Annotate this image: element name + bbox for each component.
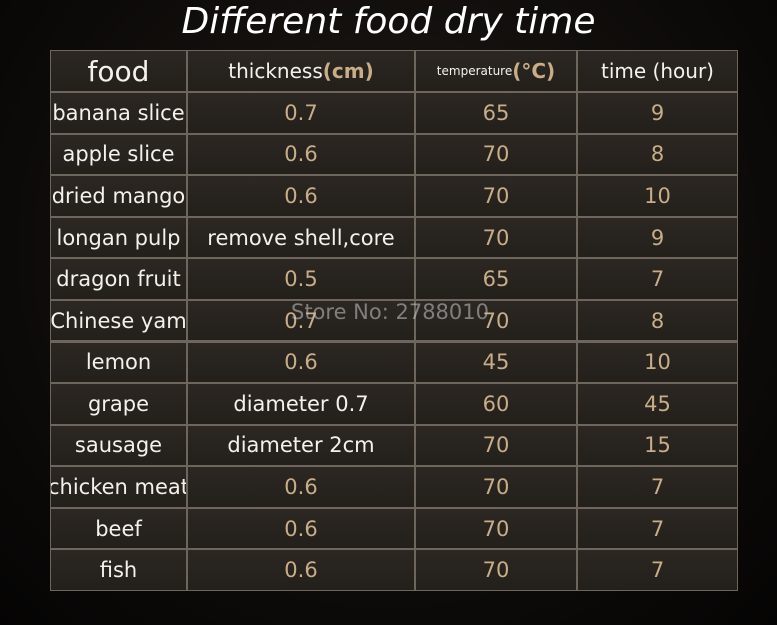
table-cell: sausage bbox=[51, 425, 186, 466]
table-cell: beef bbox=[51, 508, 186, 549]
header-cell: thickness (cm) bbox=[188, 51, 414, 91]
table-cell: 10 bbox=[578, 176, 737, 216]
table-cell: 0.6 bbox=[188, 176, 414, 216]
table-cell: grape bbox=[51, 384, 186, 424]
header-cell: food bbox=[51, 51, 186, 91]
title: Different food dry time bbox=[181, 1, 596, 42]
table-cell: apple slice bbox=[51, 134, 186, 175]
header-cell: temperature (°C) bbox=[416, 51, 576, 91]
table-cell: 0.6 bbox=[188, 342, 414, 383]
table-cell: 7 bbox=[578, 259, 737, 299]
header-text: thickness bbox=[228, 59, 323, 83]
watermark: Store No: 2788010 bbox=[290, 300, 489, 324]
table-cell: 0.5 bbox=[188, 259, 414, 299]
table-cell: longan pulp bbox=[51, 217, 186, 258]
table-cell: 65 bbox=[416, 93, 576, 133]
header-text: temperature bbox=[436, 64, 513, 78]
table-cell: lemon bbox=[51, 342, 186, 383]
header-text: (°C) bbox=[512, 59, 556, 83]
header-text: food bbox=[87, 54, 150, 88]
table-cell: diameter 0.7 bbox=[188, 384, 414, 424]
table-cell: 70 bbox=[416, 425, 576, 466]
table-cell: 70 bbox=[416, 134, 576, 175]
table-cell: 8 bbox=[578, 134, 737, 175]
table-cell: 7 bbox=[578, 550, 737, 590]
table-cell: fish bbox=[51, 550, 186, 590]
table-cell: 45 bbox=[416, 342, 576, 383]
table-cell: 0.7 bbox=[188, 300, 414, 341]
table: food thickness (cm) temperature (°C) time (ho… bbox=[50, 50, 738, 591]
table-cell: dried mango bbox=[51, 176, 186, 216]
table-cell: banana slice bbox=[51, 93, 186, 133]
table-cell: chicken meat bbox=[51, 467, 186, 507]
header-text: (cm) bbox=[322, 59, 374, 83]
table-cell: 9 bbox=[578, 217, 737, 258]
table-cell: 0.6 bbox=[188, 134, 414, 175]
table-cell: 70 bbox=[416, 176, 576, 216]
table-cell: 15 bbox=[578, 425, 737, 466]
table-cell: Chinese yam bbox=[51, 300, 186, 341]
table-cell: 60 bbox=[416, 384, 576, 424]
table-cell: 70 bbox=[416, 217, 576, 258]
table-cell: 70 bbox=[416, 467, 576, 507]
table-cell: 70 bbox=[416, 508, 576, 549]
table-cell: diameter 2cm bbox=[188, 425, 414, 466]
table-cell: 0.6 bbox=[188, 508, 414, 549]
table-cell: 7 bbox=[578, 508, 737, 549]
table-cell: 9 bbox=[578, 93, 737, 133]
table-cell: remove shell,core bbox=[188, 217, 414, 258]
table-cell: 0.6 bbox=[188, 550, 414, 590]
table-cell: dragon fruit bbox=[51, 259, 186, 299]
table-cell: 45 bbox=[578, 384, 737, 424]
table-cell: 70 bbox=[416, 550, 576, 590]
header-text: time (hour) bbox=[601, 59, 714, 83]
table-cell: 7 bbox=[578, 467, 737, 507]
table-cell: 65 bbox=[416, 259, 576, 299]
table-cell: 0.6 bbox=[188, 467, 414, 507]
table-cell: 70 bbox=[416, 300, 576, 341]
table-cell: 8 bbox=[578, 300, 737, 341]
table-cell: 0.7 bbox=[188, 93, 414, 133]
table-cell: 10 bbox=[578, 342, 737, 383]
header-cell: time (hour) bbox=[578, 51, 737, 91]
